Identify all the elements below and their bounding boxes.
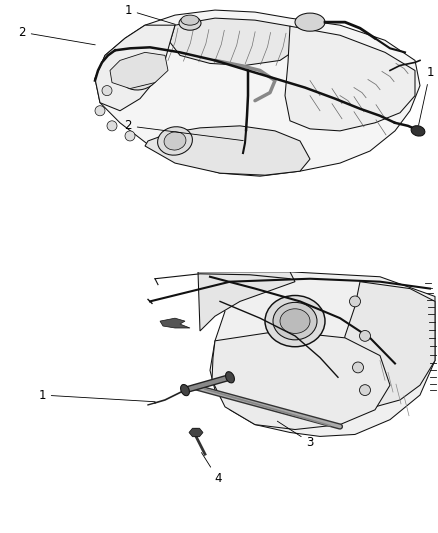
Ellipse shape <box>411 126 425 136</box>
Circle shape <box>360 385 371 395</box>
Text: 2: 2 <box>124 119 243 141</box>
Circle shape <box>107 121 117 131</box>
Ellipse shape <box>280 309 310 334</box>
Text: 2: 2 <box>18 26 95 45</box>
Ellipse shape <box>121 61 159 90</box>
Circle shape <box>350 296 360 307</box>
Circle shape <box>353 362 364 373</box>
Text: 1: 1 <box>38 389 155 402</box>
Polygon shape <box>189 428 203 437</box>
Polygon shape <box>110 52 168 88</box>
Polygon shape <box>145 126 310 175</box>
Ellipse shape <box>179 16 201 30</box>
Ellipse shape <box>273 302 317 340</box>
Polygon shape <box>200 272 435 437</box>
Circle shape <box>360 330 371 341</box>
Ellipse shape <box>191 429 201 437</box>
Text: 3: 3 <box>277 421 314 449</box>
Polygon shape <box>285 26 415 131</box>
Polygon shape <box>198 272 295 331</box>
Ellipse shape <box>181 15 199 25</box>
Circle shape <box>125 131 135 141</box>
Polygon shape <box>212 331 390 430</box>
Polygon shape <box>160 318 190 328</box>
Ellipse shape <box>127 65 153 86</box>
Polygon shape <box>95 10 420 176</box>
Text: 1: 1 <box>124 4 175 25</box>
Circle shape <box>95 106 105 116</box>
Ellipse shape <box>180 384 189 395</box>
Ellipse shape <box>158 127 192 155</box>
Polygon shape <box>170 18 295 66</box>
Text: 1: 1 <box>419 66 434 125</box>
Polygon shape <box>340 281 435 407</box>
Text: 4: 4 <box>201 453 222 485</box>
Ellipse shape <box>295 13 325 31</box>
Ellipse shape <box>164 132 186 150</box>
Polygon shape <box>95 25 175 111</box>
Ellipse shape <box>265 295 325 347</box>
Ellipse shape <box>226 372 234 383</box>
Circle shape <box>102 86 112 95</box>
